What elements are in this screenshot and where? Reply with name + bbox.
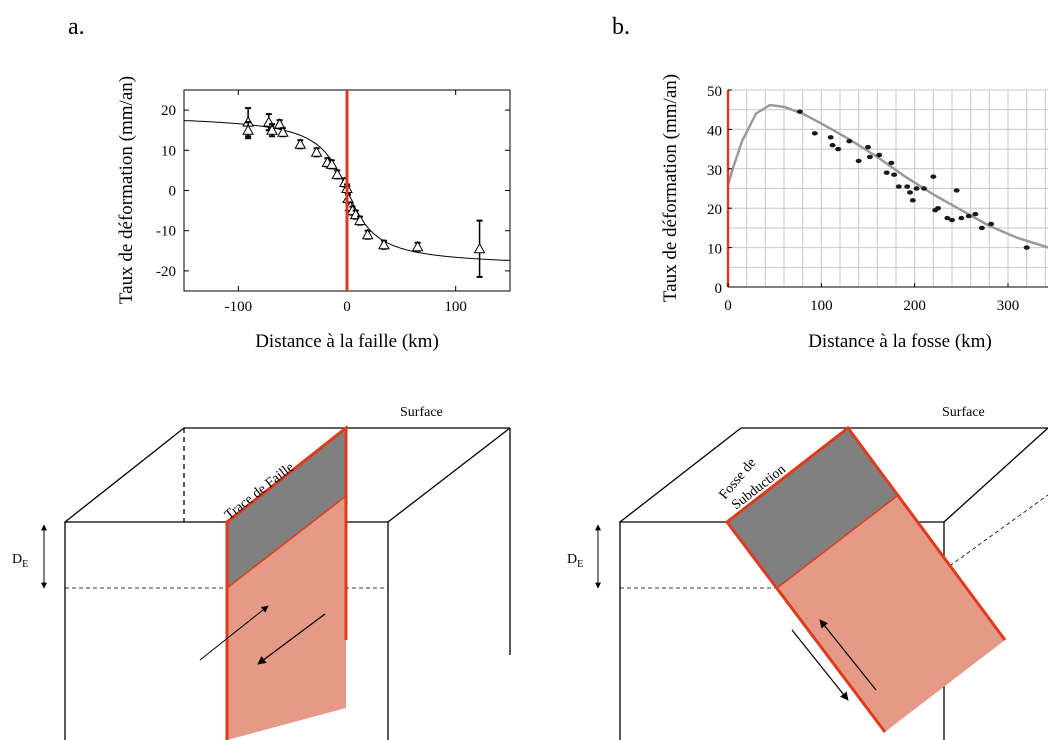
fault-b-outline bbox=[724, 425, 1007, 733]
diagram-a: Surface Trace de Faille DE bbox=[12, 405, 511, 740]
chart-b-point bbox=[913, 186, 920, 191]
slip-arrow-a-2 bbox=[257, 613, 326, 665]
chart-b-point bbox=[1023, 245, 1030, 250]
chart-a-point bbox=[331, 168, 344, 180]
chart-b-model-curve bbox=[728, 103, 1048, 249]
chart-a-point bbox=[277, 126, 289, 138]
diagram-b-surface-label: Surface bbox=[942, 405, 985, 420]
diagram-a-depth-label: DE bbox=[12, 552, 28, 570]
chart-b-point bbox=[891, 172, 898, 177]
chart-b-point bbox=[958, 215, 965, 221]
chart-b-point bbox=[835, 146, 842, 152]
chart-a-point bbox=[378, 238, 390, 250]
slip-arrow-b-2 bbox=[791, 629, 849, 701]
diagram-a-surface-label: Surface bbox=[400, 405, 443, 420]
chart-a-xtick-label: -100 bbox=[225, 299, 253, 315]
chart-b-point bbox=[888, 160, 895, 166]
chart-a-xtick-label: 0 bbox=[343, 299, 351, 315]
chart-a-points bbox=[242, 107, 486, 278]
chart-b-point bbox=[944, 215, 951, 221]
panel-label-a: a. bbox=[68, 14, 85, 40]
chart-b-xtick-label: 200 bbox=[903, 298, 926, 314]
chart-b-point bbox=[796, 109, 803, 114]
chart-b-point bbox=[988, 221, 995, 227]
chart-b-grid bbox=[727, 89, 1048, 288]
chart-a-point bbox=[361, 228, 374, 240]
chart-b-xtick-label: 300 bbox=[997, 298, 1020, 314]
slip-arrow-b-1 bbox=[819, 619, 877, 691]
chart-b-point bbox=[865, 144, 871, 150]
chart-a-ytick-label: 10 bbox=[161, 143, 176, 159]
chart-b-ytick-label: 30 bbox=[707, 163, 722, 179]
chart-b-point bbox=[978, 225, 985, 231]
chart-b-ylabel: Taux de déformation (mm/an) bbox=[660, 74, 681, 302]
slip-arrow-a-1 bbox=[199, 605, 269, 661]
chart-a-ylabel: Taux de déformation (mm/an) bbox=[116, 76, 137, 304]
chart-b-point bbox=[935, 206, 941, 211]
chart-b-point bbox=[953, 188, 960, 193]
chart-b-point bbox=[921, 186, 927, 191]
chart-a-point bbox=[294, 138, 307, 150]
chart-b-ytick-label: 50 bbox=[707, 84, 722, 100]
chart-b-point bbox=[909, 198, 916, 203]
chart-b-point bbox=[846, 139, 853, 144]
fault-b-creeping-plane bbox=[777, 496, 1005, 732]
chart-b-point bbox=[855, 158, 862, 164]
panel-label-b: b. bbox=[612, 14, 630, 40]
chart-b-point bbox=[930, 174, 937, 179]
chart-b-point bbox=[811, 131, 818, 136]
chart-b-ytick-label: 40 bbox=[707, 123, 722, 139]
chart-b-point bbox=[949, 217, 955, 223]
chart-b-points bbox=[796, 109, 1030, 250]
diagram-b-depth-label: DE bbox=[567, 552, 583, 570]
chart-b-ytick-label: 20 bbox=[707, 202, 722, 218]
chart-b-xlabel: Distance à la fosse (km) bbox=[808, 331, 992, 352]
chart-b-point bbox=[972, 211, 979, 217]
chart-b-point bbox=[829, 142, 836, 148]
fault-a-outline bbox=[225, 424, 348, 740]
chart-b-xtick-label: 100 bbox=[810, 298, 833, 314]
chart-a-point bbox=[325, 158, 338, 170]
chart-b-xtick-label: 0 bbox=[724, 298, 732, 314]
chart-a-point bbox=[473, 219, 486, 278]
chart-a-point bbox=[354, 214, 366, 226]
chart-b-point bbox=[883, 170, 890, 175]
chart-a-point bbox=[266, 123, 278, 138]
chart-a-point bbox=[411, 240, 424, 252]
chart-b-point bbox=[904, 184, 911, 189]
chart-a-point bbox=[310, 146, 323, 158]
chart-b-point bbox=[866, 154, 873, 160]
chart-a-ytick-label: 0 bbox=[169, 184, 177, 200]
chart-b-ytick-label: 0 bbox=[715, 281, 723, 297]
fault-a-locking-line bbox=[226, 495, 347, 589]
chart-a-ytick-label: -10 bbox=[156, 224, 176, 240]
fault-b-locking-line bbox=[776, 495, 898, 589]
chart-b-ytick-label: 10 bbox=[707, 242, 722, 258]
chart-a-xtick-label: 100 bbox=[444, 299, 467, 315]
chart-a-ytick-label: 20 bbox=[161, 103, 176, 119]
fault-a-creeping-plane bbox=[227, 496, 346, 740]
chart-b-point bbox=[965, 213, 972, 219]
fault-b-locked-plane bbox=[727, 428, 897, 588]
block-b-back-dashed-line bbox=[943, 494, 1048, 571]
chart-b-point bbox=[876, 152, 883, 158]
chart-b-point bbox=[907, 190, 913, 195]
diagram-b: Surface Fosse de Subduction DE bbox=[567, 405, 1048, 740]
chart-b-point bbox=[895, 184, 902, 189]
fault-a-locked-plane bbox=[227, 428, 346, 588]
chart-b-point bbox=[827, 135, 834, 140]
chart-a-point bbox=[242, 121, 254, 140]
chart-a-xlabel: Distance à la faille (km) bbox=[255, 331, 439, 352]
chart-a-ytick-label: -20 bbox=[156, 264, 176, 280]
